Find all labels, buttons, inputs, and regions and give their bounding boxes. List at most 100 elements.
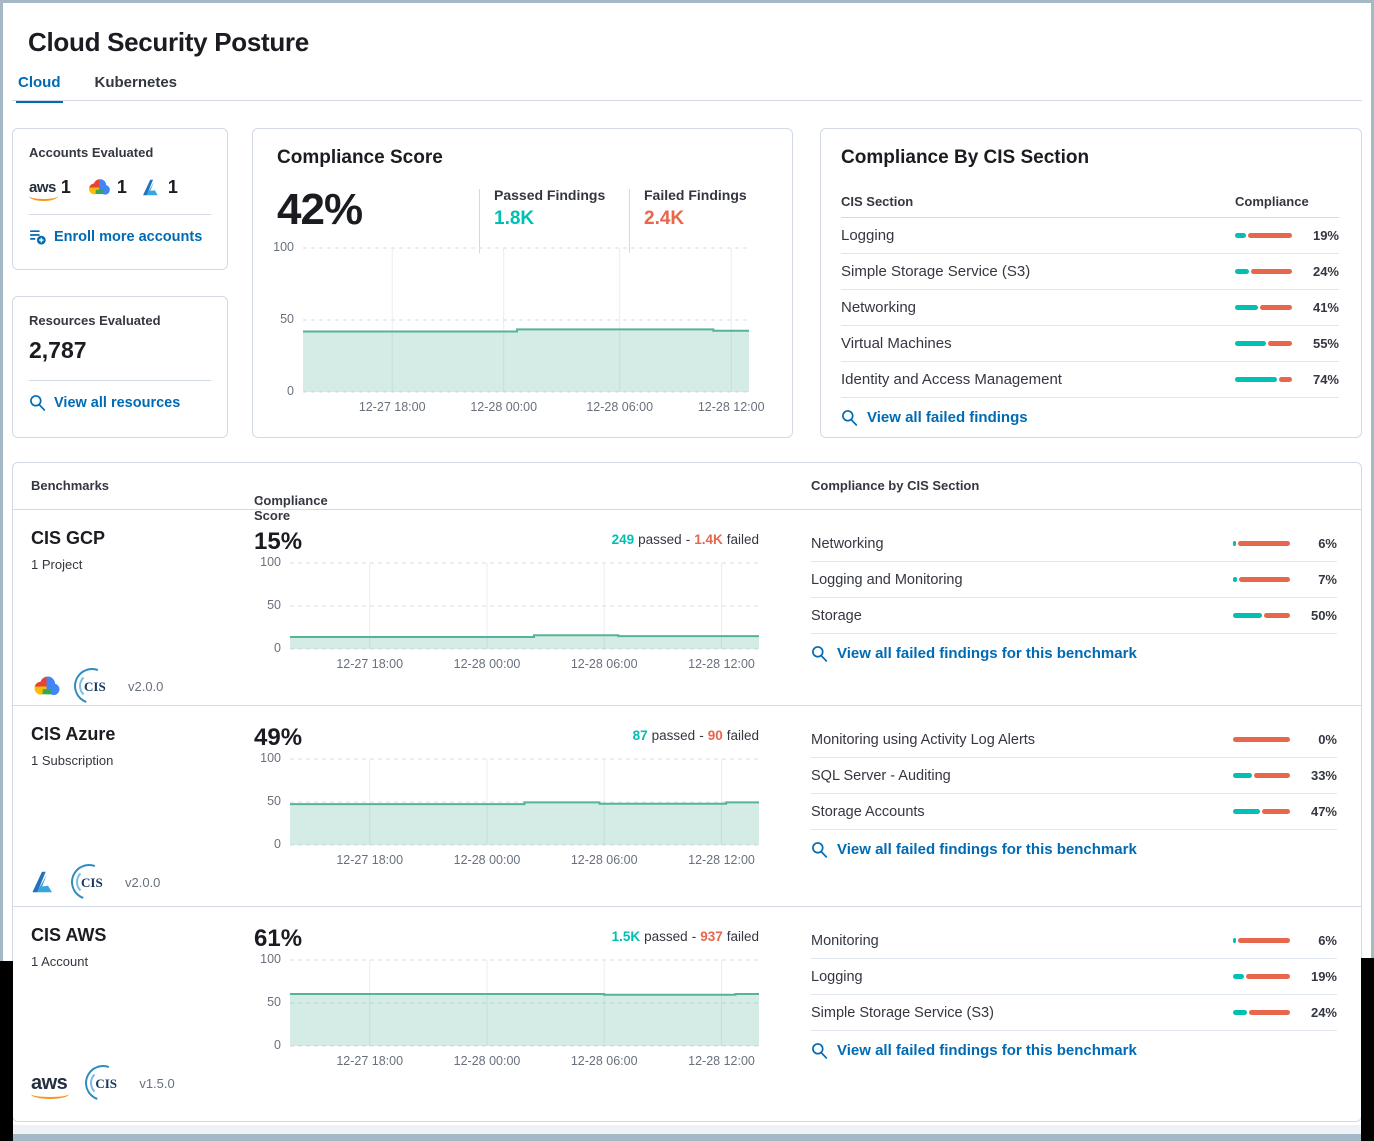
azure-icon (31, 868, 59, 896)
stat-divider (479, 189, 480, 253)
search-icon (29, 394, 46, 411)
enroll-accounts-icon (29, 228, 46, 245)
search-icon (811, 841, 828, 858)
benchmark-version: v1.5.0 (139, 1075, 175, 1091)
table-row: Monitoring using Activity Log Alerts 0% (811, 722, 1337, 758)
col-benchmarks: Benchmarks (31, 478, 110, 493)
table-row: Simple Storage Service (S3) 24% (811, 995, 1337, 1031)
benchmark-name: CIS GCP (31, 528, 106, 548)
compliance-bar (1235, 377, 1292, 382)
area-chart-plot (290, 756, 759, 846)
compliance-bar (1233, 613, 1290, 618)
page-title: Cloud Security Posture (28, 27, 309, 58)
y-axis-labels: 0 50 100 (260, 952, 281, 1052)
accounts-evaluated-card: Accounts Evaluated aws 1 (12, 128, 228, 270)
benchmark-cis-sections: Networking 6% Logging and Monitoring 7% … (811, 526, 1337, 662)
cis-azure-trend-chart: 0 50 100 12-27 18:00 12-28 00:00 12-28 06:00… (254, 751, 759, 868)
table-row: Logging 19% (811, 959, 1337, 995)
table-row: Monitoring 6% (811, 923, 1337, 959)
cis-section-table: CIS Section Compliance Logging 19% Simpl… (841, 185, 1339, 426)
failed-findings-stat: Failed Findings 2.4K (644, 187, 747, 229)
passed-findings-value: 1.8K (494, 208, 535, 229)
benchmark-score-column: 15% 249 passed -1.4K failed 0 50 100 12-27 18… (254, 528, 759, 671)
col-compliance-by-cis-section: Compliance by CIS Section (811, 478, 980, 493)
tab-cloud[interactable]: Cloud (16, 72, 63, 103)
y-axis-labels: 0 50 100 (260, 555, 281, 655)
benchmark-info: CIS AWS 1 Account aws CIS v1.5.0 (31, 925, 241, 1121)
passed-findings-stat: Passed Findings 1.8K (480, 187, 629, 230)
benchmarks-table-card: Benchmarks Compliance Score ↑ Compliance … (12, 462, 1362, 1122)
tab-bar: Cloud Kubernetes (16, 72, 179, 103)
benchmark-row-cis-gcp: CIS GCP 1 Project (13, 510, 1361, 710)
overall-compliance-score: 42% (277, 185, 363, 234)
x-axis-labels: 12-27 18:00 12-28 00:00 12-28 06:00 12-28 1… (336, 853, 755, 867)
cis-logo: CIS (79, 1059, 128, 1107)
y-axis-labels: 0 50 100 (273, 240, 294, 398)
benchmark-rows: CIS GCP 1 Project (13, 510, 1361, 1121)
azure-icon (142, 177, 163, 198)
benchmark-info: CIS Azure 1 Subscription CIS v2.0.0 (31, 724, 241, 906)
area-chart-plot (303, 245, 749, 393)
x-axis-labels: 12-27 18:00 12-28 00:00 12-28 06:00 12-28 1… (358, 400, 765, 414)
benchmark-logos: aws CIS v1.5.0 (31, 1059, 175, 1107)
benchmarks-table-header: Benchmarks Compliance Score ↑ Compliance … (13, 463, 1361, 523)
passed-failed-summary: 1.5K passed -937 failed (611, 929, 759, 944)
benchmark-cis-sections: Monitoring using Activity Log Alerts 0% … (811, 722, 1337, 858)
aws-icon: aws (29, 178, 58, 201)
view-failed-findings-benchmark-link[interactable]: View all failed findings for this benchm… (811, 645, 1337, 662)
compliance-bar (1233, 541, 1290, 546)
compliance-score-card: Compliance Score 42% Passed Findings 1.8… (252, 128, 793, 438)
compliance-bar (1235, 269, 1292, 274)
table-row: Logging and Monitoring 7% (811, 562, 1337, 598)
compliance-bar (1235, 341, 1292, 346)
table-row: Simple Storage Service (S3) 24% (841, 254, 1339, 290)
compliance-by-cis-section-card: Compliance By CIS Section CIS Section Co… (820, 128, 1362, 438)
benchmark-score-column: 61% 1.5K passed -937 failed 0 50 100 12-27 18… (254, 925, 759, 1068)
x-axis-labels: 12-27 18:00 12-28 00:00 12-28 06:00 12-28 1… (336, 1054, 755, 1068)
sort-ascending-icon: ↑ (258, 493, 265, 508)
resources-count: 2,787 (29, 337, 87, 363)
benchmark-version: v2.0.0 (125, 874, 161, 890)
benchmark-score: 15% (254, 528, 303, 555)
gcp-icon (86, 177, 112, 198)
view-failed-findings-benchmark-link[interactable]: View all failed findings for this benchm… (811, 1042, 1337, 1059)
compliance-bar (1233, 737, 1290, 742)
compliance-bar (1235, 305, 1292, 310)
compliance-score-title: Compliance Score (277, 147, 443, 168)
cis-table-header: CIS Section Compliance (841, 185, 1339, 218)
compliance-bar (1233, 1010, 1290, 1015)
azure-account-count: 1 (142, 177, 178, 198)
window-frame-bottom (0, 1134, 1374, 1141)
benchmark-scope: 1 Project (31, 557, 83, 572)
benchmark-score: 49% (254, 724, 303, 751)
benchmark-logos: CIS v2.0.0 (31, 858, 161, 906)
aws-icon: aws (31, 1072, 70, 1099)
screen-background-left (0, 961, 13, 1141)
table-row: Networking 6% (811, 526, 1337, 562)
cis-gcp-trend-chart: 0 50 100 12-27 18:00 12-28 00:00 12-28 06:00… (254, 555, 759, 672)
benchmark-scope: 1 Account (31, 954, 89, 969)
table-row: Storage 50% (811, 598, 1337, 634)
search-icon (811, 1042, 828, 1059)
stat-divider (629, 189, 630, 253)
benchmark-score-column: 49% 87 passed -90 failed 0 50 100 12-27 18:00… (254, 724, 759, 867)
view-failed-findings-benchmark-link[interactable]: View all failed findings for this benchm… (811, 841, 1337, 858)
benchmark-name: CIS Azure (31, 724, 116, 744)
compliance-bar (1233, 577, 1290, 582)
window-bottom-strip (3, 1125, 1371, 1134)
view-all-resources-link[interactable]: View all resources (29, 394, 211, 411)
compliance-bar (1233, 974, 1290, 979)
resources-evaluated-card: Resources Evaluated 2,787 View all resou… (12, 296, 228, 438)
col-compliance: Compliance (1235, 193, 1309, 209)
cis-aws-trend-chart: 0 50 100 12-27 18:00 12-28 00:00 12-28 06:00… (254, 952, 759, 1069)
view-all-failed-findings-link[interactable]: View all failed findings (841, 409, 1339, 426)
table-row: Storage Accounts 47% (811, 794, 1337, 830)
area-chart-plot (290, 957, 759, 1047)
compliance-bar (1233, 938, 1290, 943)
cis-logo: CIS (68, 662, 116, 710)
enroll-more-accounts-link[interactable]: Enroll more accounts (29, 228, 211, 245)
cis-section-card-title: Compliance By CIS Section (841, 147, 1090, 168)
tab-kubernetes[interactable]: Kubernetes (94, 74, 178, 91)
benchmark-row-cis-aws: CIS AWS 1 Account aws CIS v1.5.0 61% 1.5… (13, 906, 1361, 1121)
search-icon (811, 645, 828, 662)
